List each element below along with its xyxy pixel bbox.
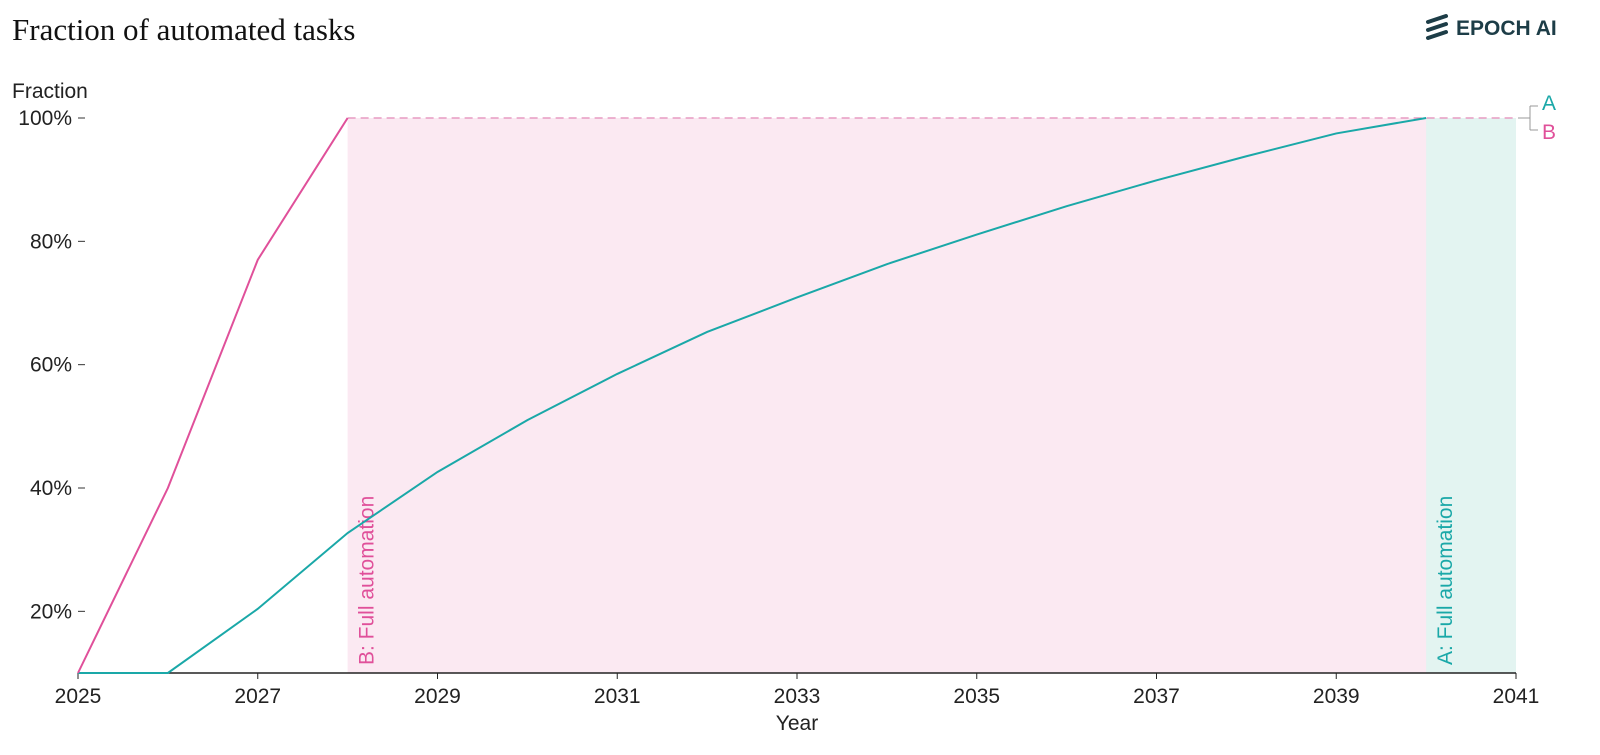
line [77, 117, 349, 674]
shaded-region [347, 118, 1516, 673]
logo-icon [1426, 14, 1448, 40]
logo: EPOCH AI [1456, 17, 1557, 40]
shaded-region [1426, 118, 1516, 673]
y-tick-label: 20% [30, 600, 72, 623]
y-axis-title: Fraction [12, 80, 88, 103]
y-tick-label: 80% [30, 230, 72, 253]
x-tick-label: 2037 [1133, 685, 1180, 708]
region-label: B: Full automation [356, 496, 379, 665]
x-axis-title: Year [776, 712, 818, 735]
x-tick-label: 2033 [774, 685, 821, 708]
y-tick-label: 60% [30, 354, 72, 377]
y-tick-label: 100% [18, 107, 72, 130]
line [78, 117, 1427, 674]
x-tick-label: 2041 [1493, 685, 1540, 708]
legend-label: B [1542, 121, 1556, 144]
region-label: A: Full automation [1434, 496, 1457, 665]
x-tick-label: 2029 [414, 685, 461, 708]
y-tick-label: 40% [30, 477, 72, 500]
x-tick-label: 2039 [1313, 685, 1360, 708]
chart-title: Fraction of automated tasks [12, 12, 356, 47]
legend-bracket [1518, 105, 1538, 131]
legend-label: A [1542, 92, 1556, 115]
x-tick-label: 2025 [55, 685, 102, 708]
x-tick-label: 2035 [953, 685, 1000, 708]
x-tick-label: 2031 [594, 685, 641, 708]
x-tick-label: 2027 [234, 685, 281, 708]
